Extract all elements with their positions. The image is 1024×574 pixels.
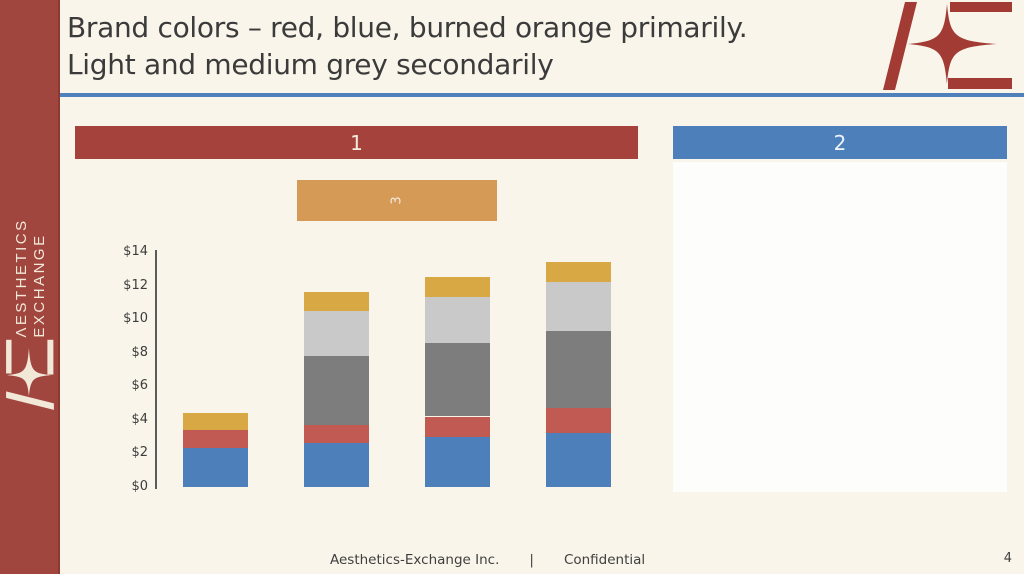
y-axis-tick-label: $2 <box>131 445 148 461</box>
sidebar-brand-line1: ΛESTHETICS <box>13 218 30 338</box>
ae-star-logo-icon <box>858 0 1018 92</box>
sidebar: ΛESTHETICS EXCHANGE <box>0 0 60 574</box>
footer-company: Aesthetics-Exchange Inc. <box>330 552 500 568</box>
footer-confidential: Confidential <box>563 552 646 568</box>
y-axis-line <box>155 250 157 489</box>
shape-box-1: 1 <box>75 126 638 159</box>
bar-segment-medium-grey <box>425 342 490 417</box>
bar-segment-light-grey <box>425 297 490 343</box>
bar-segment-red <box>304 424 369 444</box>
y-axis-tick-label: $14 <box>123 244 148 259</box>
y-axis-tick-label: $0 <box>131 479 148 494</box>
content-panel-white <box>673 162 1007 492</box>
y-axis-tick-label: $8 <box>131 344 148 360</box>
page-number: 4 <box>1003 551 1012 566</box>
footer: Aesthetics-Exchange Inc. | Confidential <box>330 552 645 568</box>
bar-segment-blue <box>183 448 248 487</box>
footer-divider: | <box>529 552 534 568</box>
bar-segment-red <box>425 416 490 437</box>
bar-segment-light-grey <box>304 310 369 357</box>
bar-segment-light-grey <box>546 282 611 331</box>
bar-segment-blue <box>546 433 611 487</box>
sidebar-brand-line2: EXCHANGE <box>31 233 48 338</box>
bar-segment-gold <box>425 277 490 298</box>
shape-box-3-label: 3 <box>389 196 405 205</box>
slide-title-line2: Light and medium grey secondarily <box>67 48 554 81</box>
title-divider-rule <box>60 93 1024 97</box>
ae-star-logo-icon <box>5 336 55 424</box>
shape-box-1-label: 1 <box>350 130 363 155</box>
y-axis-tick-label: $4 <box>131 411 148 427</box>
y-axis-tick-label: $10 <box>123 311 148 327</box>
bar-segment-blue <box>304 443 369 487</box>
sidebar-brand-text: ΛESTHETICS EXCHANGE <box>13 218 49 337</box>
shape-box-3: 3 <box>297 180 497 221</box>
bar-segment-gold <box>183 413 248 430</box>
bar-segment-red <box>546 408 611 434</box>
slide-title: Brand colors – red, blue, burned orange … <box>67 9 857 83</box>
y-axis-tick-label: $12 <box>123 277 148 293</box>
bar-segment-medium-grey <box>304 356 369 425</box>
stacked-bar-chart: $0 $2 $4 $6 $8 $10 $12 $14 <box>100 244 645 500</box>
slide-title-line1: Brand colors – red, blue, burned orange … <box>67 11 748 44</box>
bar-segment-gold <box>304 292 369 311</box>
bar-segment-gold <box>546 262 611 283</box>
bar-segment-medium-grey <box>546 330 611 409</box>
shape-box-2-label: 2 <box>833 130 847 155</box>
y-axis-tick-label: $6 <box>131 378 148 394</box>
bar-segment-blue <box>425 436 490 487</box>
bar-segment-red <box>183 429 248 449</box>
shape-box-2: 2 <box>673 126 1007 159</box>
